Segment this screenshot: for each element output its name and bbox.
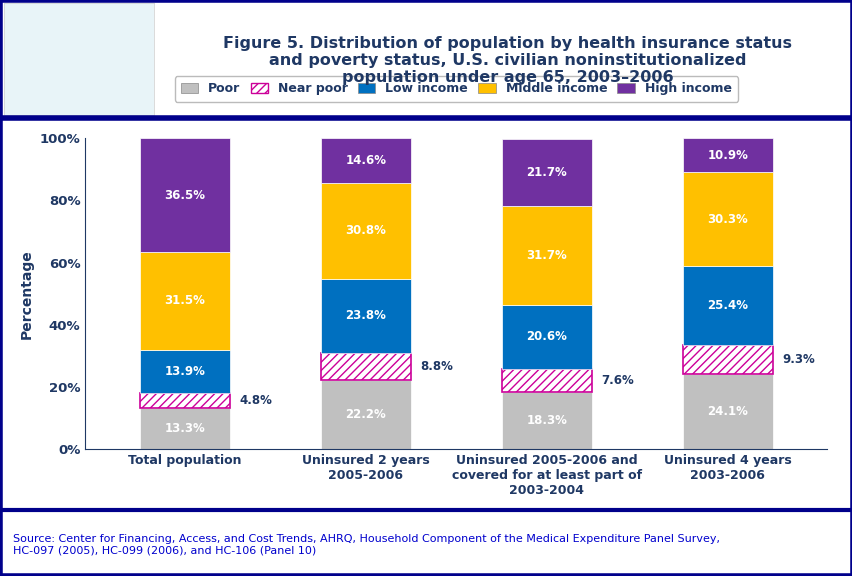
Bar <box>140 350 230 393</box>
Text: 13.3%: 13.3% <box>164 422 205 435</box>
Text: 24.1%: 24.1% <box>706 406 747 418</box>
Bar <box>140 393 230 408</box>
Bar <box>682 172 772 266</box>
Bar <box>140 252 230 350</box>
Bar <box>320 380 411 449</box>
Text: 30.3%: 30.3% <box>706 213 747 226</box>
Text: 25.4%: 25.4% <box>706 300 747 312</box>
Bar <box>501 206 591 305</box>
Text: Source: Center for Financing, Access, and Cost Trends, AHRQ, Household Component: Source: Center for Financing, Access, an… <box>13 533 719 555</box>
Text: 36.5%: 36.5% <box>164 188 205 202</box>
Bar <box>682 346 772 374</box>
Text: 10.9%: 10.9% <box>706 149 747 162</box>
Text: 9.3%: 9.3% <box>781 353 814 366</box>
Text: 20.6%: 20.6% <box>526 330 567 343</box>
Text: 22.2%: 22.2% <box>345 408 386 421</box>
Text: 13.9%: 13.9% <box>164 365 205 378</box>
Text: 18.3%: 18.3% <box>526 414 567 427</box>
Text: 31.5%: 31.5% <box>164 294 205 307</box>
Bar <box>320 353 411 380</box>
Text: Figure 5. Distribution of population by health insurance status
and poverty stat: Figure 5. Distribution of population by … <box>222 36 792 85</box>
Text: 4.8%: 4.8% <box>239 394 272 407</box>
Bar <box>501 369 591 392</box>
Bar <box>501 392 591 449</box>
Text: 30.8%: 30.8% <box>345 225 386 237</box>
Bar <box>682 138 772 172</box>
Text: 21.7%: 21.7% <box>526 166 567 179</box>
Bar <box>682 266 772 346</box>
Bar <box>320 183 411 279</box>
Text: 8.8%: 8.8% <box>420 360 452 373</box>
Y-axis label: Percentage: Percentage <box>20 249 34 339</box>
Bar <box>320 279 411 353</box>
Bar <box>140 138 230 252</box>
Bar <box>501 139 591 206</box>
Bar <box>320 138 411 183</box>
Bar <box>501 305 591 369</box>
Text: 7.6%: 7.6% <box>601 374 633 387</box>
Text: 14.6%: 14.6% <box>345 154 386 167</box>
Bar <box>140 408 230 449</box>
Legend: Poor, Near poor, Low income, Middle income, High income: Poor, Near poor, Low income, Middle inco… <box>175 76 737 101</box>
Bar <box>682 374 772 449</box>
Text: 31.7%: 31.7% <box>526 249 567 262</box>
Text: 23.8%: 23.8% <box>345 309 386 323</box>
